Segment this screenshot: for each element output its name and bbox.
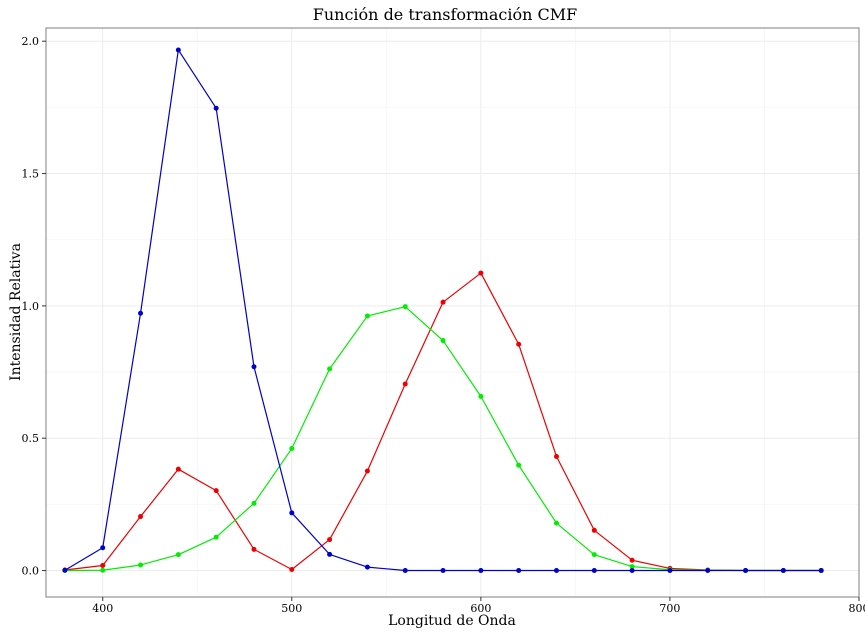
data-point: [214, 488, 219, 493]
data-point: [251, 547, 256, 552]
x-tick-label: 800: [849, 602, 865, 615]
data-point: [403, 568, 408, 573]
data-point: [62, 568, 67, 573]
data-point: [365, 469, 370, 474]
data-point: [478, 394, 483, 399]
data-point: [516, 342, 521, 347]
y-tick-label: 1.5: [22, 168, 40, 181]
data-point: [441, 300, 446, 305]
chart-title: Función de transformación CMF: [313, 5, 577, 24]
data-point: [138, 514, 143, 519]
data-series: [62, 47, 823, 573]
axis-ticks: 400 500 600 700 800 0.0 0.5 1.0 1.5 2.0: [22, 35, 865, 615]
data-point: [214, 535, 219, 540]
data-point: [516, 463, 521, 468]
data-point: [478, 568, 483, 573]
data-point: [403, 304, 408, 309]
data-point: [327, 537, 332, 542]
data-point: [441, 338, 446, 343]
data-point: [138, 562, 143, 567]
series-line: [65, 50, 821, 571]
series-line: [65, 273, 821, 570]
plot-panel-border: [46, 28, 859, 597]
data-point: [289, 446, 294, 451]
data-point: [138, 311, 143, 316]
gridlines: [46, 28, 859, 597]
data-point: [554, 454, 559, 459]
x-tick-label: 500: [281, 602, 302, 615]
data-point: [100, 568, 105, 573]
data-point: [592, 568, 597, 573]
x-tick-label: 400: [92, 602, 113, 615]
data-point: [251, 364, 256, 369]
data-point: [478, 271, 483, 276]
data-point: [630, 568, 635, 573]
data-point: [176, 552, 181, 557]
data-point: [554, 521, 559, 526]
data-point: [289, 567, 294, 572]
data-point: [176, 467, 181, 472]
data-point: [214, 106, 219, 111]
x-tick-label: 600: [470, 602, 491, 615]
data-point: [365, 313, 370, 318]
data-point: [667, 568, 672, 573]
series-1: [62, 271, 823, 573]
data-point: [289, 510, 294, 515]
data-point: [251, 501, 256, 506]
data-point: [592, 552, 597, 557]
x-tick-label: 700: [659, 602, 680, 615]
y-tick-label: 2.0: [22, 35, 40, 48]
data-point: [403, 381, 408, 386]
data-point: [100, 563, 105, 568]
data-point: [743, 568, 748, 573]
data-point: [592, 528, 597, 533]
x-axis-title: Longitud de Onda: [388, 613, 516, 629]
data-point: [100, 545, 105, 550]
y-tick-label: 0.5: [22, 432, 40, 445]
data-point: [327, 552, 332, 557]
data-point: [781, 568, 786, 573]
data-point: [176, 47, 181, 52]
data-point: [327, 366, 332, 371]
y-tick-label: 0.0: [22, 565, 40, 578]
data-point: [630, 558, 635, 563]
y-tick-label: 1.0: [22, 300, 40, 313]
data-point: [441, 568, 446, 573]
data-point: [554, 568, 559, 573]
data-point: [516, 568, 521, 573]
data-point: [819, 568, 824, 573]
data-point: [365, 565, 370, 570]
series-3: [62, 47, 823, 573]
data-point: [705, 568, 710, 573]
